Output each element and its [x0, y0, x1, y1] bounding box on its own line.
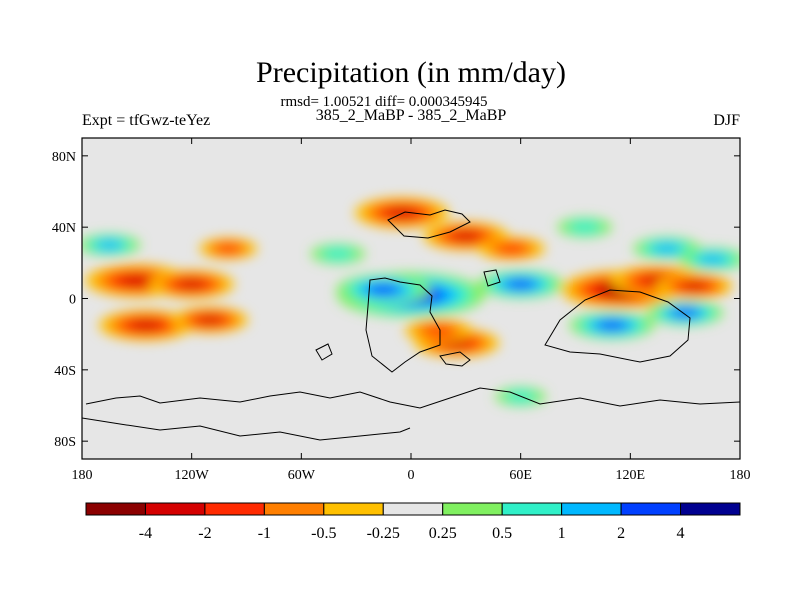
- colorbar-box: [501, 502, 563, 516]
- x-tick-label: 0: [408, 468, 415, 483]
- anomaly-contour-22-1: [567, 221, 602, 234]
- anomaly-contour-1-3: [176, 279, 207, 290]
- colorbar-label: -1: [258, 525, 271, 542]
- x-tick-label: 120W: [175, 468, 210, 483]
- colorbar-box: [382, 502, 444, 516]
- colorbar-box: [561, 502, 622, 516]
- antarctic-inner-coast: [82, 417, 411, 441]
- colorbar-label: -4: [139, 525, 152, 542]
- colorbar-box: [680, 502, 741, 516]
- anomaly-contour-13-2: [697, 254, 728, 265]
- map-plot-area: 180 120W 60W 0 60E 120E 180 80N 40N 0 40S 80S: [52, 137, 751, 483]
- anomaly-contour-14-2: [95, 240, 124, 250]
- arabia-coast: [483, 269, 501, 287]
- anomaly-contour-11-3: [671, 308, 699, 318]
- x-tick-label: 120E: [616, 468, 646, 483]
- anomaly-contour-15-1: [321, 247, 355, 261]
- small-island-coast: [315, 343, 333, 361]
- anomaly-contour-0-3: [118, 274, 155, 287]
- y-tick-label: 40S: [54, 364, 76, 379]
- colorbar-label: 0.5: [492, 525, 512, 542]
- anomaly-contour-2-3: [129, 319, 163, 331]
- colorbar-box: [323, 502, 384, 516]
- maritime-coast: [544, 289, 691, 363]
- chart-subtitle: 385_2_MaBP - 385_2_MaBP: [316, 107, 507, 124]
- season-label: DJF: [713, 112, 740, 129]
- colorbar: -4 -2 -1 -0.5 -0.25 0.25 0.5 1 2 4: [85, 502, 741, 542]
- colorbar-box: [85, 502, 146, 516]
- colorbar-label: -0.25: [367, 525, 400, 542]
- anomaly-contour-9-3: [505, 279, 536, 290]
- colorbar-box: [620, 502, 682, 516]
- x-tick-label: 180: [730, 468, 751, 483]
- antarctic-coast: [85, 387, 740, 409]
- anomaly-contour-17-3: [451, 231, 481, 241]
- mediterranean-coast: [387, 209, 471, 239]
- africa-coast: [365, 277, 441, 373]
- x-tick-label: 180: [72, 468, 93, 483]
- experiment-label: Expt = tfGwz-teYez: [82, 112, 210, 129]
- y-tick-label: 40N: [52, 221, 76, 236]
- anomaly-contour-8-3: [367, 284, 400, 295]
- colorbar-label: -0.5: [311, 525, 336, 542]
- colorbar-label: -2: [198, 525, 211, 542]
- anomaly-contour-20-2: [423, 325, 454, 336]
- colorbar-box: [263, 502, 325, 516]
- colorbar-label: 1: [558, 525, 566, 542]
- anomaly-contour-12-2: [652, 243, 682, 254]
- anomaly-contour-21-2: [215, 243, 242, 254]
- colorbar-label: 2: [617, 525, 625, 542]
- anomaly-contour-10-3: [597, 320, 627, 331]
- precipitation-field: [82, 197, 740, 407]
- stats-line: rmsd= 1.00521 diff= 0.000345945: [280, 94, 487, 110]
- axis-ticks: 180 120W 60W 0 60E 120E 180 80N 40N 0 40S 80S: [52, 138, 751, 483]
- colorbar-box: [144, 502, 206, 516]
- y-tick-label: 0: [69, 293, 76, 308]
- colorbar-label: 4: [677, 525, 685, 542]
- anomaly-contour-3-3: [196, 315, 224, 325]
- y-tick-label: 80N: [52, 150, 76, 165]
- chart-title: Precipitation (in mm/day): [256, 56, 566, 89]
- colorbar-box: [442, 502, 503, 516]
- y-tick-label: 80S: [54, 435, 76, 450]
- anomaly-contour-6-3: [681, 281, 708, 291]
- colorbar-box: [204, 502, 265, 516]
- x-tick-label: 60E: [509, 468, 532, 483]
- anomaly-contour-18-2: [496, 243, 527, 254]
- anomaly-contour-16-3: [385, 207, 419, 219]
- island-coast: [439, 351, 471, 367]
- colorbar-label: 0.25: [429, 525, 457, 542]
- coastlines: [82, 209, 740, 441]
- x-tick-label: 60W: [288, 468, 316, 483]
